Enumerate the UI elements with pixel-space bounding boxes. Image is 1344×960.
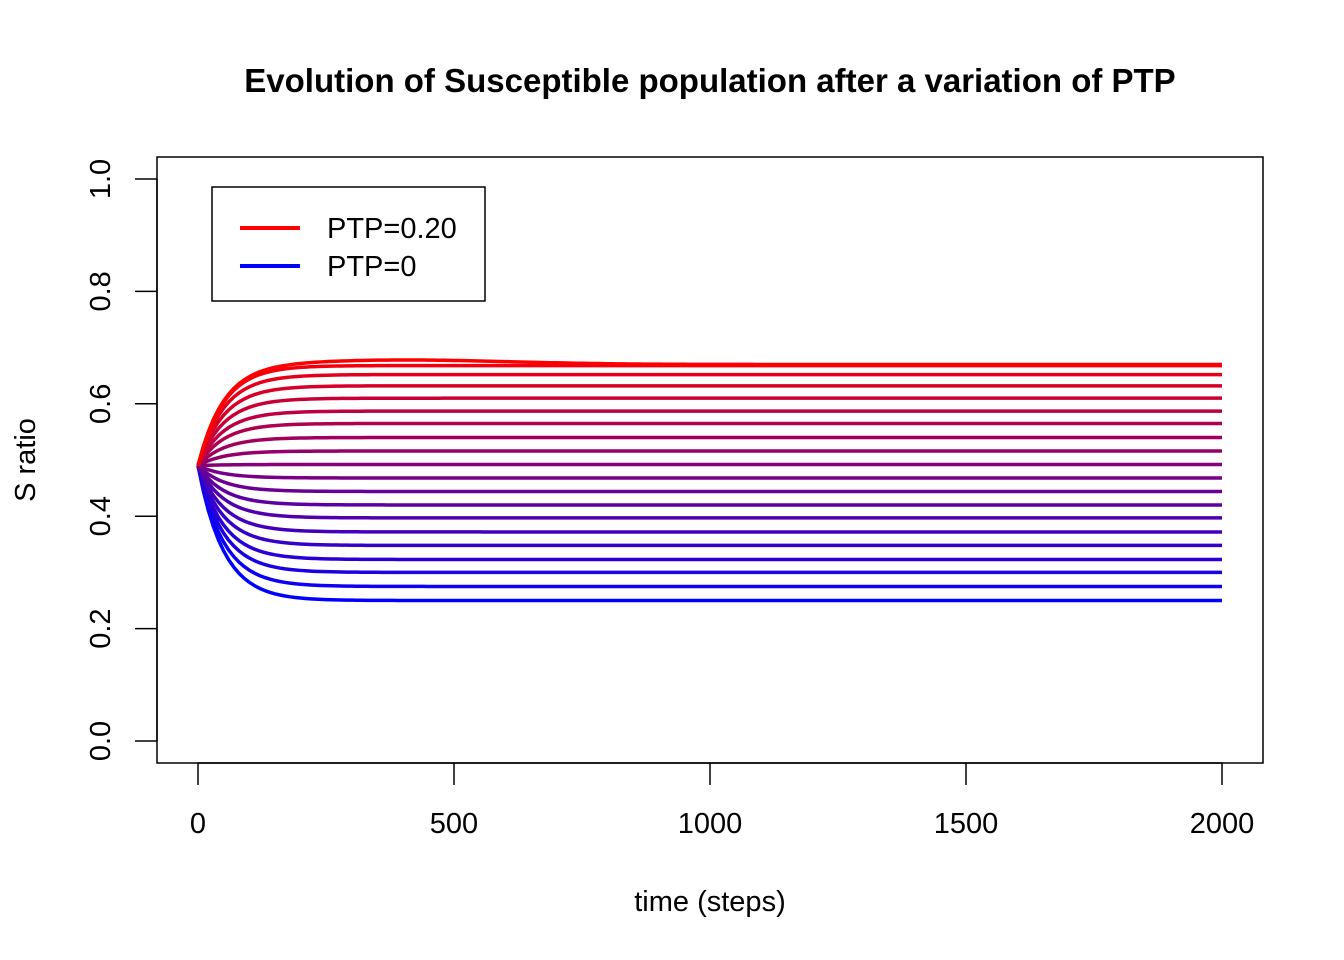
series-line [196,384,1222,467]
series-line [196,396,1222,467]
legend-box [211,186,486,302]
x-tick-label: 1500 [934,808,999,840]
y-tick-label: 0.4 [85,496,117,536]
series-line [196,421,1222,467]
series-line [197,462,1222,468]
series-line [196,465,1222,548]
series-line [197,464,1222,480]
series-line [196,465,1222,589]
legend: PTP=0.20 PTP=0 [211,186,486,302]
series-line [196,465,1222,603]
series-line [196,464,1222,534]
series-line [197,449,1222,468]
legend-label-ptp-0: PTP=0 [327,251,416,283]
y-axis-label: S ratio [10,418,42,502]
series-line [196,435,1222,467]
x-tick-label: 1000 [678,808,743,840]
series-line [196,464,1222,520]
y-axis: 0.0 0.2 0.4 0.6 0.8 1.0 [85,159,158,761]
x-axis: 0 500 1000 1500 2000 [190,762,1255,840]
x-tick-label: 0 [190,808,206,840]
y-tick-label: 0.8 [85,271,117,311]
y-tick-label: 0.6 [85,384,117,424]
x-tick-label: 2000 [1190,808,1255,840]
y-tick-label: 1.0 [85,159,117,199]
x-tick-label: 500 [430,808,478,840]
series-line [196,465,1222,575]
series-line [196,372,1222,467]
series-lines [196,358,1222,603]
x-axis-label: time (steps) [634,886,785,918]
series-line [196,464,1222,494]
series-line [196,409,1222,467]
series-line [196,464,1222,507]
series-line [196,358,1222,467]
legend-label-ptp-020: PTP=0.20 [327,213,457,245]
y-tick-label: 0.0 [85,721,117,761]
chart-title: Evolution of Susceptible population afte… [244,62,1175,99]
y-tick-label: 0.2 [85,608,117,648]
series-line [196,465,1222,562]
